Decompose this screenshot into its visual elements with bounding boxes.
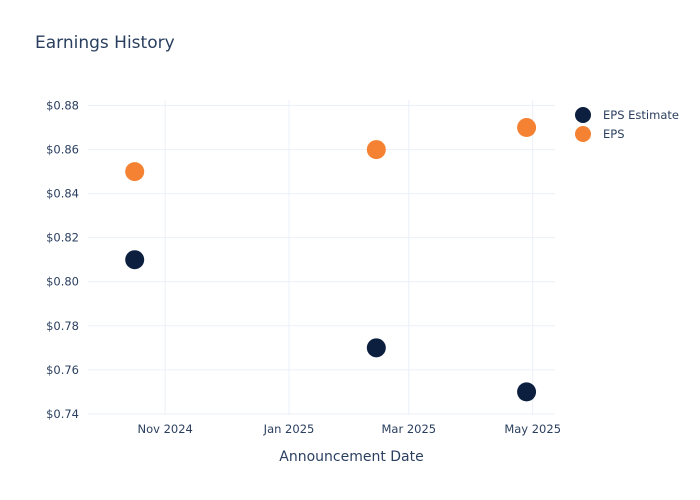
point-eps-estimate[interactable]: [366, 338, 386, 358]
point-eps[interactable]: [366, 140, 386, 160]
grid-lines: [88, 100, 555, 415]
y-tick-label: $0.84: [46, 187, 79, 201]
x-tick-label: May 2025: [504, 422, 561, 436]
y-tick-label: $0.86: [46, 143, 79, 157]
data-points: [125, 118, 537, 402]
y-tick-label: $0.82: [46, 231, 79, 245]
point-eps-estimate[interactable]: [517, 382, 537, 402]
x-tick-label: Jan 2025: [263, 422, 315, 436]
x-tick-label: Mar 2025: [381, 422, 436, 436]
legend[interactable]: EPS Estimate EPS: [575, 107, 679, 142]
point-eps[interactable]: [517, 118, 537, 138]
legend-marker: [575, 126, 591, 142]
y-tick-label: $0.74: [46, 407, 79, 421]
y-tick-label: $0.78: [46, 319, 79, 333]
y-axis-ticks: $0.74 $0.76 $0.78 $0.80 $0.82 $0.84 $0.86 $0.88: [46, 99, 79, 421]
y-tick-label: $0.76: [46, 363, 79, 377]
x-axis-ticks: Nov 2024 Jan 2025 Mar 2025 May 2025: [137, 422, 561, 436]
x-tick-label: Nov 2024: [137, 422, 192, 436]
y-tick-label: $0.80: [46, 275, 79, 289]
legend-marker: [575, 107, 591, 123]
chart-title: Earnings History: [35, 33, 175, 53]
y-tick-label: $0.88: [46, 99, 79, 113]
point-eps-estimate[interactable]: [125, 250, 145, 270]
legend-label: EPS: [603, 127, 625, 141]
x-axis-title: Announcement Date: [279, 449, 423, 465]
point-eps[interactable]: [125, 162, 145, 182]
legend-label: EPS Estimate: [603, 108, 679, 122]
